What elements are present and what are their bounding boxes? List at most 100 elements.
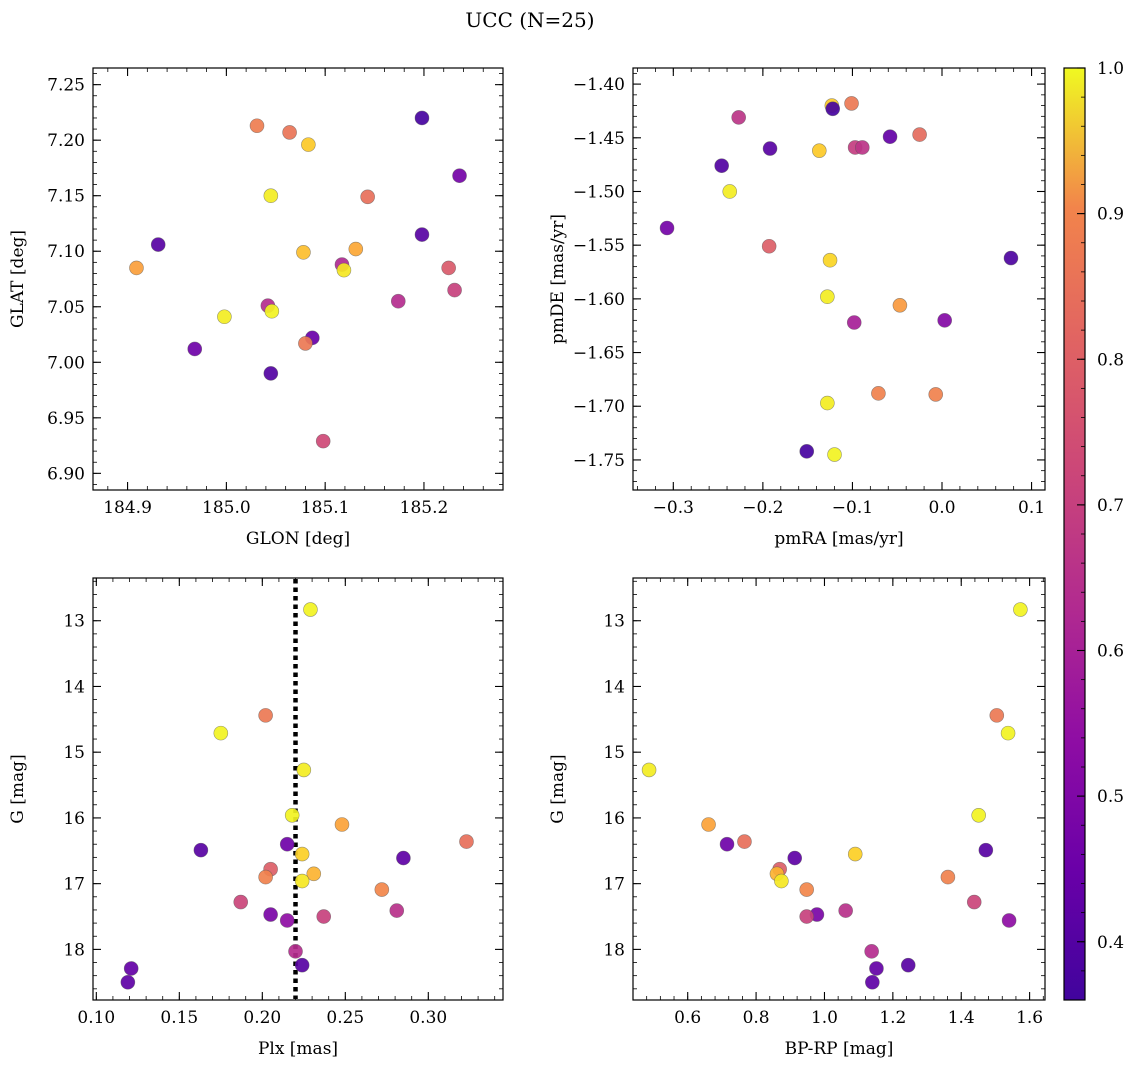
scatter-point — [864, 944, 879, 959]
x-tick-label: 1.6 — [1016, 1008, 1043, 1028]
scatter-point — [978, 842, 994, 858]
scatter-point — [701, 817, 716, 832]
scatter-point — [659, 220, 675, 236]
panel-pmra-pmde: −0.3 −0.2 −0.1 0.0 0.1 −1.75 −1.70 −1.65 −1.60 −1… — [548, 67, 1046, 549]
scatter-point — [389, 903, 405, 918]
scatter-point — [882, 129, 898, 145]
scatter-point — [827, 447, 842, 462]
x-tick-label: 0.10 — [77, 1008, 115, 1028]
y-tick-label: 13 — [603, 612, 625, 632]
scatter-point — [213, 725, 229, 741]
scatter-point — [294, 957, 310, 973]
scatter-point — [129, 260, 144, 276]
y-tick-label: 6.90 — [47, 464, 85, 484]
scatter-point — [940, 869, 956, 885]
colorbar-tick-label: 0.8 — [1097, 350, 1124, 370]
colorbar-tick-label: 0.6 — [1097, 642, 1124, 662]
scatter-point — [1003, 250, 1019, 266]
scatter-point — [928, 387, 944, 402]
scatter-point — [737, 834, 752, 849]
colorbar: 0.4 0.5 0.6 0.7 0.8 0.9 1.0 — [1063, 59, 1124, 1001]
y-tick-label: 7.20 — [47, 131, 85, 151]
y-tick-label: 18 — [603, 940, 625, 960]
x-tick-label: 0.20 — [243, 1008, 281, 1028]
scatter-point — [296, 245, 311, 260]
scatter-point — [306, 866, 322, 882]
scatter-point — [966, 894, 982, 910]
x-tick-label: 0.8 — [743, 1008, 770, 1028]
scatter-point — [263, 188, 279, 204]
scatter-point — [360, 189, 375, 205]
scatter-point — [822, 252, 838, 268]
x-tick-label: 184.9 — [103, 498, 152, 518]
scatter-point — [123, 961, 139, 976]
x-tick-label: 0.15 — [160, 1008, 198, 1028]
scatter-point — [871, 386, 886, 401]
scatter-point — [294, 846, 310, 862]
scatter-point — [1013, 602, 1028, 617]
scatter-point — [452, 168, 467, 184]
scatter-point — [298, 336, 313, 351]
scatter-point — [787, 850, 803, 866]
axes-frame — [632, 577, 1046, 1001]
x-axis-label: BP-RP [mag] — [785, 1039, 894, 1059]
y-tick-label: 14 — [63, 677, 85, 697]
scatter-point — [854, 140, 870, 155]
y-tick-label: 15 — [603, 743, 625, 763]
x-tick-label: 0.30 — [409, 1008, 447, 1028]
y-tick-label: 7.10 — [47, 242, 85, 262]
scatter-point — [847, 846, 863, 862]
y-tick-label: −1.70 — [573, 397, 625, 417]
x-axis-label: pmRA [mas/yr] — [774, 529, 903, 549]
x-axis-label: GLON [deg] — [246, 529, 350, 549]
scatter-point — [820, 395, 835, 411]
scatter-point — [390, 293, 406, 309]
scatter-point — [263, 907, 278, 922]
x-tick-label: 1.4 — [948, 1008, 975, 1028]
scatter-point — [762, 141, 778, 156]
scatter-point — [761, 238, 777, 254]
colorbar-tick-label: 0.7 — [1097, 496, 1124, 516]
scatter-point — [374, 882, 390, 897]
scatter-point — [989, 708, 1005, 723]
axes-frame — [92, 67, 504, 491]
y-tick-label: 7.15 — [47, 187, 85, 207]
y-tick-label: 16 — [63, 809, 85, 829]
y-tick-label: 6.95 — [47, 409, 85, 429]
axes-frame — [632, 67, 1046, 491]
scatter-point — [336, 262, 352, 278]
y-tick-label: 7.05 — [47, 298, 85, 318]
x-tick-label: 0.0 — [928, 498, 955, 518]
panel-plx-g: 0.10 0.15 0.20 0.25 0.30 13 14 15 16 17 18 Plx [mas… — [8, 577, 504, 1059]
scatter-point — [846, 315, 862, 330]
scatter-point — [279, 836, 295, 852]
axes-frame — [92, 577, 504, 1001]
scatter-point — [303, 602, 318, 617]
x-tick-label: −0.2 — [742, 498, 783, 518]
scatter-point — [249, 118, 265, 134]
y-tick-label: 7.00 — [47, 353, 85, 373]
y-tick-label: −1.40 — [573, 75, 625, 95]
x-tick-label: 0.6 — [674, 1008, 701, 1028]
scatter-point — [799, 444, 815, 459]
y-axis-label: G [mag] — [8, 754, 28, 823]
scatter-point — [233, 894, 249, 910]
x-axis-label: Plx [mas] — [258, 1039, 338, 1059]
scatter-point — [301, 137, 316, 152]
scatter-point — [258, 708, 273, 723]
scatter-point — [187, 341, 203, 357]
scatter-point — [641, 762, 657, 778]
scatter-point — [1000, 725, 1016, 741]
scatter-point — [900, 957, 916, 973]
y-tick-label: −1.60 — [573, 290, 625, 310]
y-tick-label: −1.75 — [573, 451, 625, 471]
colorbar-tick-label: 1.0 — [1097, 59, 1124, 79]
colorbar-tick-label: 0.4 — [1097, 933, 1124, 953]
scatter-point — [296, 762, 312, 778]
scatter-point — [731, 110, 746, 125]
scatter-point — [334, 817, 350, 832]
scatter-point — [714, 158, 729, 174]
scatter-point — [120, 974, 136, 990]
scatter-point — [447, 282, 462, 298]
